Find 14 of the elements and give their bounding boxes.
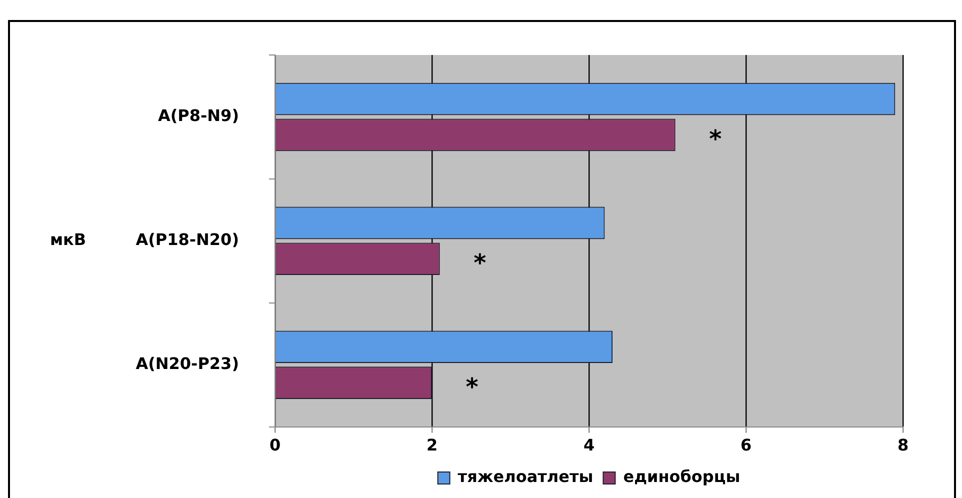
y-tick-label: A(P8-N9) bbox=[158, 106, 239, 126]
annotation: * bbox=[466, 373, 479, 402]
x-tick-label: 6 bbox=[740, 436, 752, 455]
annotation: * bbox=[474, 249, 487, 278]
x-tick-label: 0 bbox=[269, 436, 281, 455]
x-tick-label: 2 bbox=[426, 436, 438, 455]
y-tick-label: A(N20-P23) bbox=[136, 354, 239, 373]
legend-label: тяжелоатлеты bbox=[458, 467, 594, 486]
legend-label: единоборцы bbox=[623, 467, 740, 486]
y-tick-label: A(P18-N20) bbox=[136, 230, 239, 250]
x-tick-label: 8 bbox=[897, 436, 909, 455]
annotation: * bbox=[709, 125, 722, 154]
x-tick-label: 4 bbox=[583, 436, 595, 455]
y-axis-title: мкВ bbox=[50, 230, 86, 250]
